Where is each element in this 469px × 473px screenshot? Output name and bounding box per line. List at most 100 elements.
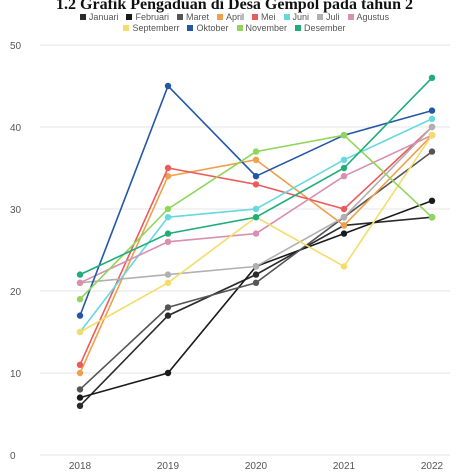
legend-swatch xyxy=(216,14,223,20)
data-point xyxy=(164,238,172,245)
legend-label: Oktober xyxy=(196,23,229,33)
legend-label: Juni xyxy=(292,12,310,22)
data-point xyxy=(164,304,172,311)
legend-swatch xyxy=(295,25,302,31)
data-point xyxy=(76,386,84,393)
y-tick-label: 0 xyxy=(10,451,16,462)
legend-item: Agustus xyxy=(347,12,390,22)
data-point xyxy=(164,214,172,221)
y-tick-label: 40 xyxy=(10,123,22,134)
series-line xyxy=(79,200,433,399)
legend-item: Januari xyxy=(79,12,119,22)
y-tick-label: 50 xyxy=(10,41,22,52)
legend-item: Mei xyxy=(252,12,276,22)
legend-row-1: Januari Februari Maret April Mei Juni Juli Agus… xyxy=(0,12,469,22)
legend-swatch xyxy=(176,14,183,20)
legend-swatch xyxy=(236,25,243,31)
x-tick-label: 2019 xyxy=(157,461,180,472)
data-point xyxy=(428,107,436,114)
data-point xyxy=(428,148,436,155)
x-tick-label: 2021 xyxy=(333,461,356,472)
data-point xyxy=(252,148,260,155)
data-point xyxy=(164,82,172,90)
data-point xyxy=(252,263,260,270)
data-point xyxy=(252,279,260,286)
data-point xyxy=(164,230,172,237)
data-point xyxy=(340,230,348,237)
data-point xyxy=(340,263,348,270)
data-point xyxy=(340,132,348,139)
data-point xyxy=(252,214,260,221)
legend-label: Desember xyxy=(304,23,346,33)
legend-swatch xyxy=(126,14,133,20)
data-point xyxy=(164,312,172,319)
data-point xyxy=(340,222,348,229)
x-tick-label: 2018 xyxy=(69,461,92,472)
data-point xyxy=(164,271,172,278)
data-point xyxy=(428,132,436,139)
data-point xyxy=(340,156,348,163)
legend-label: April xyxy=(225,12,244,22)
legend-item: Desember xyxy=(295,23,346,33)
data-point xyxy=(252,173,260,180)
x-tick-label: 2022 xyxy=(421,461,444,472)
data-point xyxy=(76,361,84,368)
legend-swatch xyxy=(123,25,130,31)
legend-item: Februari xyxy=(126,12,169,22)
data-point xyxy=(76,312,84,319)
legend-item: Oktober xyxy=(187,23,229,33)
legend-label: Septemberr xyxy=(132,23,180,33)
data-point xyxy=(164,164,172,172)
legend-item: Maret xyxy=(176,12,209,22)
legend-swatch xyxy=(252,14,258,20)
legend-label: Maret xyxy=(185,12,209,22)
legend-item: Juli xyxy=(317,12,340,22)
legend-swatch xyxy=(283,14,290,20)
data-point xyxy=(76,402,84,409)
legend-item: November xyxy=(236,23,288,33)
data-point xyxy=(340,214,348,221)
data-point xyxy=(428,197,436,204)
data-point xyxy=(164,205,172,213)
data-point xyxy=(252,271,260,278)
data-point xyxy=(252,230,260,237)
legend-label: Januari xyxy=(88,12,119,22)
legend-label: Juli xyxy=(326,12,340,22)
data-point xyxy=(76,271,84,278)
legend-swatch xyxy=(347,14,354,20)
data-point xyxy=(428,115,436,123)
legend-swatch xyxy=(317,14,324,20)
series-line xyxy=(79,134,433,374)
data-point xyxy=(76,394,84,401)
data-point xyxy=(76,369,84,377)
data-point xyxy=(428,214,436,221)
chart-title: 1.2 Grafik Pengaduan di Desa Gempol pada… xyxy=(56,0,413,13)
data-point xyxy=(164,279,172,286)
data-point xyxy=(76,296,84,303)
x-tick-label: 2020 xyxy=(245,461,268,472)
data-point xyxy=(428,74,436,82)
data-point xyxy=(76,328,84,336)
legend-item: Juni xyxy=(283,12,310,22)
legend-label: Mei xyxy=(261,12,276,22)
data-point xyxy=(252,205,260,213)
data-point xyxy=(76,279,84,286)
legend-label: Agustus xyxy=(356,12,390,22)
legend-label: Februari xyxy=(135,12,169,22)
legend-label: November xyxy=(245,23,288,33)
data-point xyxy=(340,173,348,180)
y-tick-label: 10 xyxy=(10,369,22,380)
legend-item: Septemberr xyxy=(123,23,179,33)
legend-row-2: Septemberr Oktober November Desember xyxy=(0,23,469,33)
data-point xyxy=(252,181,260,188)
data-point xyxy=(340,205,348,213)
data-point xyxy=(340,164,348,172)
data-point xyxy=(252,156,260,163)
y-tick-label: 20 xyxy=(10,287,22,298)
y-tick-label: 30 xyxy=(10,205,22,216)
data-point xyxy=(164,369,172,377)
legend-swatch xyxy=(79,14,86,20)
legend-swatch xyxy=(187,25,194,31)
data-point xyxy=(428,123,436,131)
